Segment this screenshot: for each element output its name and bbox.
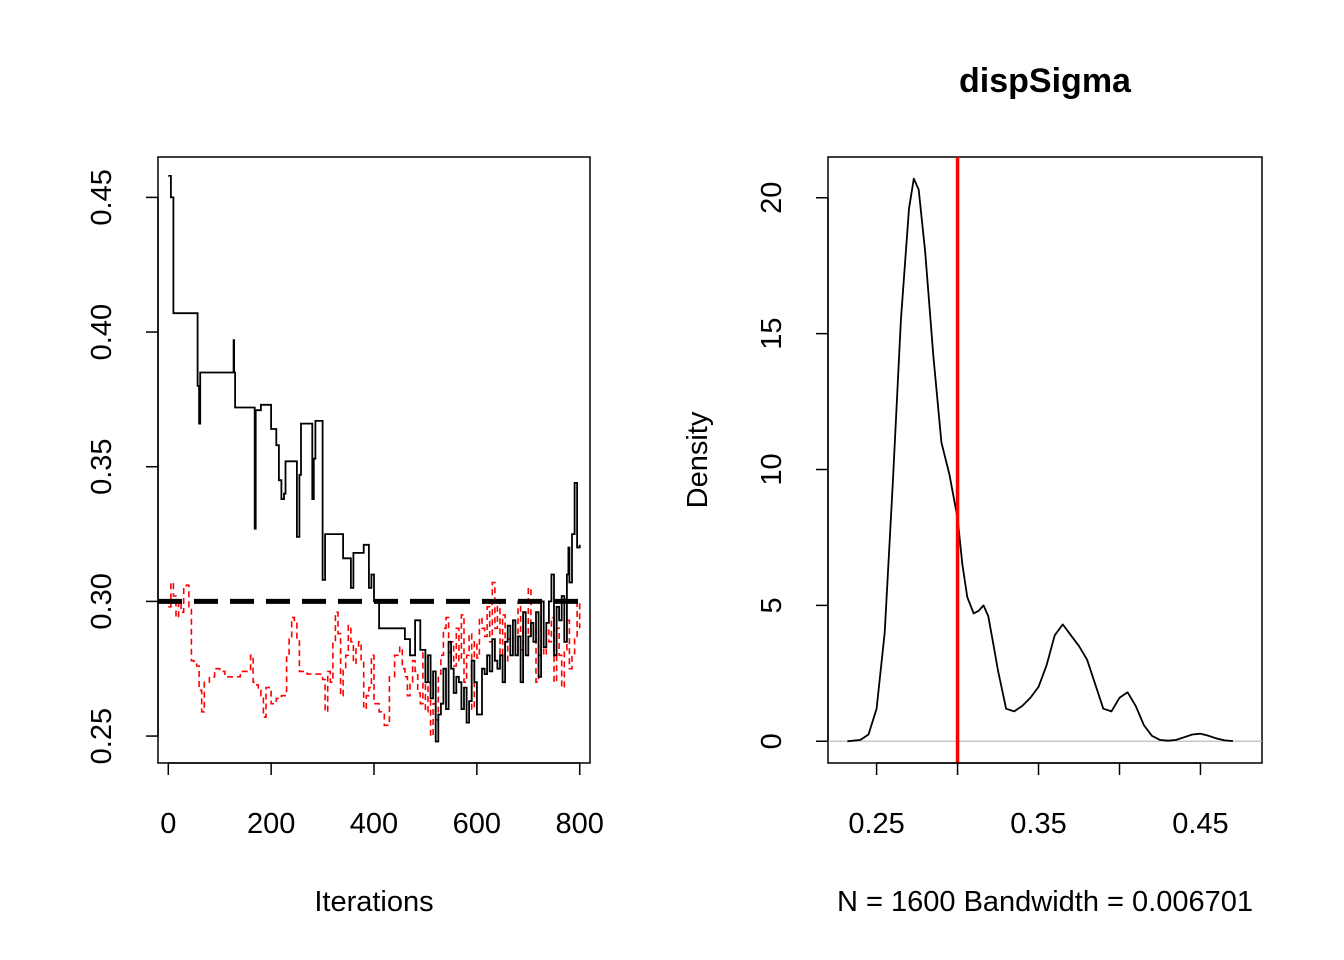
x-tick-label: 0.35 (1010, 808, 1066, 840)
y-tick-label: 20 (756, 182, 788, 214)
density-plot-data-layer (828, 157, 1262, 763)
y-tick-label: 15 (756, 317, 788, 349)
x-tick-label: 600 (453, 808, 501, 840)
x-tick-label: 0.25 (848, 808, 904, 840)
y-tick-label: 0.25 (86, 708, 118, 764)
chain-1-trace-line (168, 175, 581, 743)
trace-plot-y-axis: 0.25 0.30 0.35 0.40 0.45 (86, 169, 159, 764)
y-tick-label: 0.45 (86, 169, 118, 225)
y-tick-label: 10 (756, 453, 788, 485)
x-tick-label: 400 (350, 808, 398, 840)
y-tick-label: 0.30 (86, 573, 118, 629)
density-plot-title: dispSigma (959, 62, 1132, 100)
density-plot-y-axis-title: Density (682, 411, 714, 508)
y-tick-label: 5 (756, 597, 788, 613)
trace-plot-panel: 0 200 400 600 800 0.25 0.30 0.35 0.40 0.45 Itera… (86, 156, 604, 918)
x-tick-label: 0.45 (1172, 808, 1228, 840)
chain-2-trace-line (168, 581, 581, 737)
y-tick-label: 0 (756, 733, 788, 749)
density-plot-panel: 0.25 0.35 0.45 0 5 10 15 20 dispSigma N = 1600… (682, 62, 1263, 918)
y-tick-label: 0.40 (86, 304, 118, 360)
x-tick-label: 0 (160, 808, 176, 840)
y-tick-label: 0.35 (86, 438, 118, 494)
density-plot-x-axis: 0.25 0.35 0.45 (848, 762, 1229, 840)
trace-plot-x-axis: 0 200 400 600 800 (160, 762, 604, 840)
x-tick-label: 800 (556, 808, 604, 840)
trace-plot-x-axis-title: Iterations (314, 886, 433, 918)
density-plot-y-axis: 0 5 10 15 20 (756, 182, 829, 749)
x-tick-label: 200 (247, 808, 295, 840)
density-curve (847, 177, 1233, 743)
density-plot-x-axis-title: N = 1600 Bandwidth = 0.006701 (837, 886, 1253, 918)
trace-plot-data-layer (158, 175, 590, 743)
